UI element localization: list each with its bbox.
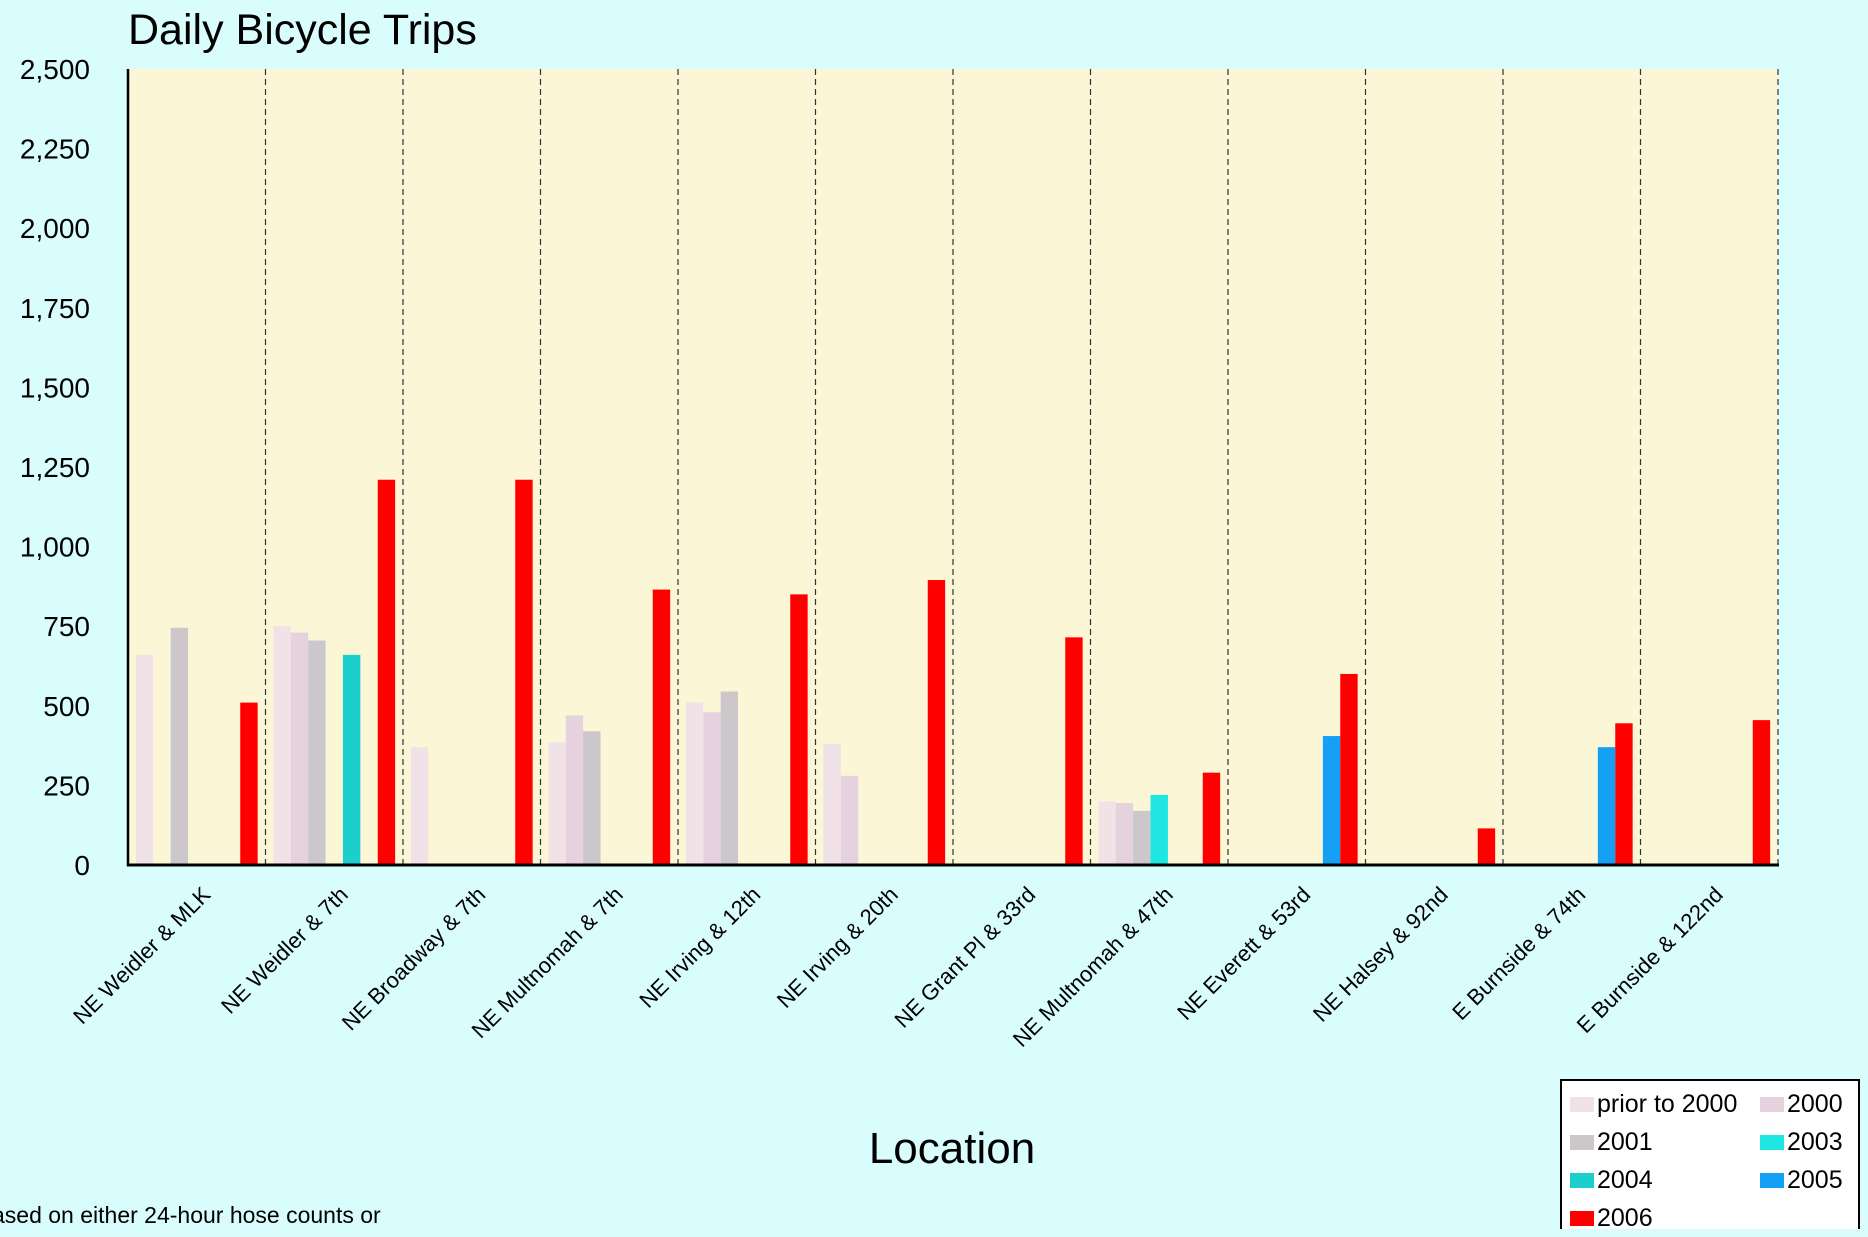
bar (840, 775, 859, 865)
x-tick-label: NE Weidler & MLK (68, 882, 215, 1029)
bar (1065, 637, 1083, 865)
footnote: ased on either 24-hour hose counts or (0, 1202, 381, 1228)
legend-item: 2003 (1760, 1123, 1868, 1161)
legend-label: 2001 (1597, 1127, 1653, 1156)
y-tick-label: 1,250 (20, 452, 90, 483)
x-tick-label: NE Irving & 20th (772, 882, 903, 1013)
legend-label: 2005 (1787, 1165, 1843, 1194)
x-tick-label: NE Grant Pl & 33rd (889, 882, 1040, 1033)
bar (1322, 736, 1341, 865)
legend-label: 2000 (1787, 1089, 1843, 1118)
bar (290, 632, 309, 865)
x-tick-label: NE Everett & 53rd (1172, 882, 1315, 1025)
legend-swatch (1760, 1096, 1784, 1112)
bar (1597, 747, 1616, 865)
y-tick-label: 500 (43, 691, 90, 722)
bar (515, 479, 533, 865)
bars (135, 479, 1771, 865)
bar (1477, 828, 1496, 865)
x-axis-title: Location (869, 1124, 1035, 1173)
bar (1752, 720, 1771, 865)
x-tick-label: NE Broadway & 7th (337, 882, 490, 1035)
bar (1150, 794, 1168, 865)
legend-item: 2004 (1570, 1161, 1760, 1199)
bar (927, 580, 946, 865)
y-tick-label: 250 (43, 770, 90, 801)
bar (342, 654, 361, 865)
bar (273, 626, 291, 865)
bar (685, 702, 704, 865)
bar (1115, 802, 1134, 865)
bar (720, 691, 739, 865)
x-tick-label: NE Multnomah & 47th (1008, 882, 1178, 1052)
y-tick-label: 1,500 (20, 372, 90, 403)
legend-label: 2003 (1787, 1127, 1843, 1156)
legend-label: 2004 (1597, 1165, 1653, 1194)
bar (1098, 801, 1116, 865)
y-tick-label: 2,500 (20, 54, 90, 85)
y-tick-label: 0 (74, 850, 90, 881)
legend-item: prior to 2000 (1570, 1085, 1760, 1123)
y-tick-label: 1,750 (20, 293, 90, 324)
legend-item: 2005 (1760, 1161, 1868, 1199)
bar (1133, 810, 1151, 865)
chart-title: Daily Bicycle Trips (128, 6, 477, 54)
bar (135, 654, 154, 865)
legend-item: 2006 (1570, 1199, 1760, 1237)
bar (1340, 673, 1358, 865)
bar (548, 742, 566, 865)
axes (126, 69, 1779, 867)
legend-swatch (1570, 1210, 1594, 1226)
y-tick-label: 1,000 (20, 532, 90, 563)
bar (703, 712, 721, 865)
legend-label: 2006 (1597, 1203, 1653, 1232)
x-tick-label: NE Irving & 12th (634, 882, 765, 1013)
bar (240, 702, 258, 865)
legend-swatch (1760, 1134, 1784, 1150)
bar (565, 715, 584, 865)
y-tick-label: 750 (43, 611, 90, 642)
legend-swatch (1570, 1172, 1594, 1188)
bar (823, 744, 841, 865)
x-tick-label: E Burnside & 122nd (1572, 882, 1728, 1038)
legend-swatch (1760, 1172, 1784, 1188)
y-axis-ticks: 0 250 500 750 1,000 1,250 1,500 1,750 2,000 2,250… (20, 54, 90, 881)
bar (170, 627, 189, 865)
bar (308, 640, 326, 865)
bar (1202, 772, 1221, 865)
legend: prior to 2000 2000 2001 2003 2004 2005 2006 (1560, 1079, 1860, 1232)
bar (377, 479, 396, 865)
x-tick-label: NE Multnomah & 7th (467, 882, 628, 1043)
bar (1615, 723, 1633, 865)
legend-item: 2000 (1760, 1085, 1868, 1123)
y-tick-label: 2,000 (20, 213, 90, 244)
bar (583, 731, 601, 865)
legend-label: prior to 2000 (1597, 1089, 1738, 1118)
legend-swatch (1570, 1134, 1594, 1150)
x-tick-label: NE Weidler & 7th (216, 882, 353, 1019)
x-tick-label: E Burnside & 74th (1447, 882, 1590, 1025)
bar (790, 594, 808, 865)
bar (410, 747, 429, 865)
plot-area (128, 69, 1778, 865)
legend-swatch (1570, 1096, 1594, 1112)
bar (652, 589, 671, 865)
x-tick-label: NE Halsey & 92nd (1308, 882, 1453, 1027)
y-tick-label: 2,250 (20, 134, 90, 165)
category-separators (264, 69, 1779, 865)
legend-item: 2001 (1570, 1123, 1760, 1161)
